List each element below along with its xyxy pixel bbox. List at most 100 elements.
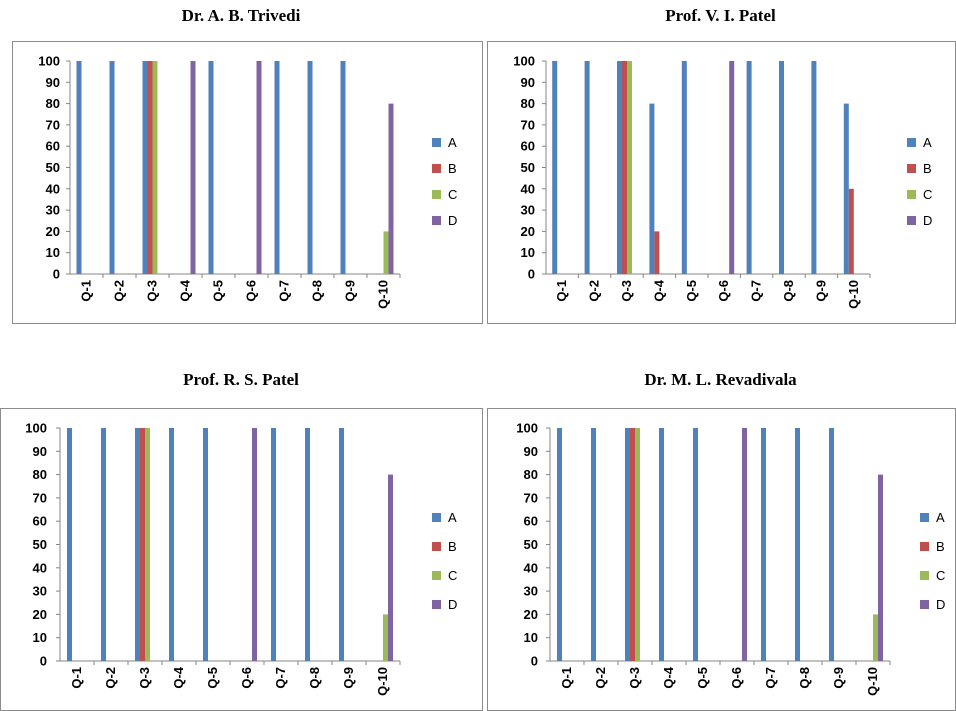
bar-d-q-6 bbox=[256, 61, 262, 274]
legend-label-a: A bbox=[448, 510, 457, 525]
x-category-label: Q-3 bbox=[145, 280, 160, 302]
x-category-label: Q-2 bbox=[593, 667, 608, 689]
bar-b-q-3 bbox=[630, 428, 635, 661]
bar-a-q-4 bbox=[649, 103, 655, 274]
y-tick-label: 100 bbox=[25, 421, 47, 436]
bar-a-q-2 bbox=[101, 428, 106, 661]
x-category-label: Q-4 bbox=[651, 279, 666, 301]
legend-swatch-b bbox=[920, 542, 929, 551]
x-category-label: Q-6 bbox=[244, 280, 259, 302]
legend-swatch-c bbox=[920, 571, 929, 580]
y-tick-label: 70 bbox=[33, 490, 47, 505]
x-category-label: Q-7 bbox=[273, 667, 288, 689]
bar-a-q-5 bbox=[693, 428, 698, 661]
legend-swatch-a bbox=[432, 138, 441, 147]
bar-d-q-6 bbox=[252, 428, 257, 661]
y-tick-label: 70 bbox=[524, 490, 538, 505]
bar-c-q-10 bbox=[873, 614, 878, 661]
x-category-label: Q-9 bbox=[831, 667, 846, 689]
bar-c-q-3 bbox=[635, 428, 640, 661]
chart-title: Prof. V. I. Patel bbox=[665, 6, 776, 25]
x-category-label: Q-1 bbox=[69, 667, 84, 689]
legend-swatch-c bbox=[432, 190, 441, 199]
legend-label-c: C bbox=[448, 187, 457, 202]
legend-label-a: A bbox=[448, 135, 457, 150]
legend-swatch-a bbox=[907, 138, 916, 147]
chart-3: 0 10 20 30 40 50 60 70 80 90 100 Q-1 Q-2 Q-3 Q-4 Q-5 Q-6… bbox=[25, 421, 457, 696]
bar-a-q-3 bbox=[617, 61, 622, 274]
bar-d-q-10 bbox=[388, 474, 393, 661]
bar-d-q-10 bbox=[388, 103, 394, 274]
bar-a-q-7 bbox=[274, 61, 280, 274]
x-category-label: Q-1 bbox=[79, 280, 94, 302]
legend-label-c: C bbox=[936, 568, 945, 583]
x-category-label: Q-5 bbox=[205, 667, 220, 689]
bar-b-q-3 bbox=[622, 61, 627, 274]
bar-a-q-10 bbox=[843, 103, 849, 274]
bar-d-q-6 bbox=[729, 61, 735, 274]
legend-label-d: D bbox=[448, 597, 457, 612]
y-tick-label: 50 bbox=[33, 537, 47, 552]
y-tick-label: 90 bbox=[524, 444, 538, 459]
y-tick-label: 50 bbox=[521, 160, 535, 175]
y-tick-label: 80 bbox=[521, 96, 535, 111]
x-category-label: Q-2 bbox=[103, 667, 118, 689]
bar-a-q-7 bbox=[761, 428, 766, 661]
legend-swatch-c bbox=[907, 190, 916, 199]
bar-a-q-4 bbox=[659, 428, 664, 661]
y-tick-label: 60 bbox=[524, 514, 538, 529]
bar-c-q-10 bbox=[383, 231, 389, 274]
y-tick-label: 70 bbox=[46, 117, 60, 132]
bar-a-q-2 bbox=[109, 61, 115, 274]
y-tick-label: 30 bbox=[33, 584, 47, 599]
bar-c-q-3 bbox=[152, 61, 158, 274]
bar-a-q-4 bbox=[169, 428, 174, 661]
y-tick-label: 40 bbox=[46, 181, 60, 196]
bar-a-q-5 bbox=[681, 61, 687, 274]
y-tick-label: 100 bbox=[38, 54, 60, 69]
legend-swatch-d bbox=[907, 216, 916, 225]
y-tick-label: 30 bbox=[524, 584, 538, 599]
y-tick-label: 40 bbox=[33, 560, 47, 575]
x-category-label: Q-8 bbox=[797, 667, 812, 689]
bar-a-q-8 bbox=[305, 428, 310, 661]
bar-b-q-3 bbox=[140, 428, 145, 661]
x-category-label: Q-10 bbox=[376, 280, 391, 309]
y-tick-label: 40 bbox=[524, 560, 538, 575]
bar-a-q-1 bbox=[552, 61, 558, 274]
legend-label-a: A bbox=[923, 135, 932, 150]
x-category-label: Q-3 bbox=[627, 667, 642, 689]
x-category-label: Q-7 bbox=[749, 280, 764, 302]
bar-a-q-5 bbox=[203, 428, 208, 661]
legend-label-c: C bbox=[923, 187, 932, 202]
y-tick-label: 30 bbox=[46, 203, 60, 218]
x-category-label: Q-7 bbox=[763, 667, 778, 689]
x-category-label: Q-8 bbox=[781, 280, 796, 302]
y-tick-label: 90 bbox=[46, 75, 60, 90]
y-tick-label: 60 bbox=[521, 139, 535, 154]
bar-a-q-3 bbox=[625, 428, 630, 661]
chart-2: 0 10 20 30 40 50 60 70 80 90 100 Q-1 Q-2 Q-3 Q-4 Q-5 Q-6… bbox=[513, 54, 932, 309]
legend-label-d: D bbox=[936, 597, 945, 612]
y-tick-label: 20 bbox=[521, 224, 535, 239]
y-tick-label: 10 bbox=[46, 245, 60, 260]
y-tick-label: 90 bbox=[521, 75, 535, 90]
legend-label-b: B bbox=[923, 161, 932, 176]
bar-a-q-2 bbox=[591, 428, 596, 661]
y-tick-label: 80 bbox=[33, 467, 47, 482]
chart-1: 0 10 20 30 40 50 60 70 80 90 100 Q-1 Q-2 Q-3 Q-4 Q-5 Q-6… bbox=[38, 54, 457, 309]
bar-a-q-9 bbox=[811, 61, 817, 274]
bar-a-q-8 bbox=[307, 61, 313, 274]
x-category-label: Q-4 bbox=[171, 666, 186, 688]
bar-d-q-6 bbox=[742, 428, 747, 661]
y-tick-label: 0 bbox=[40, 654, 47, 669]
y-tick-label: 80 bbox=[524, 467, 538, 482]
y-tick-label: 70 bbox=[521, 117, 535, 132]
x-category-label: Q-10 bbox=[375, 667, 390, 696]
bar-a-q-1 bbox=[557, 428, 562, 661]
y-tick-label: 0 bbox=[531, 654, 538, 669]
legend-swatch-a bbox=[432, 513, 441, 522]
y-tick-label: 10 bbox=[521, 245, 535, 260]
chart-title: Dr. A. B. Trivedi bbox=[181, 6, 301, 25]
